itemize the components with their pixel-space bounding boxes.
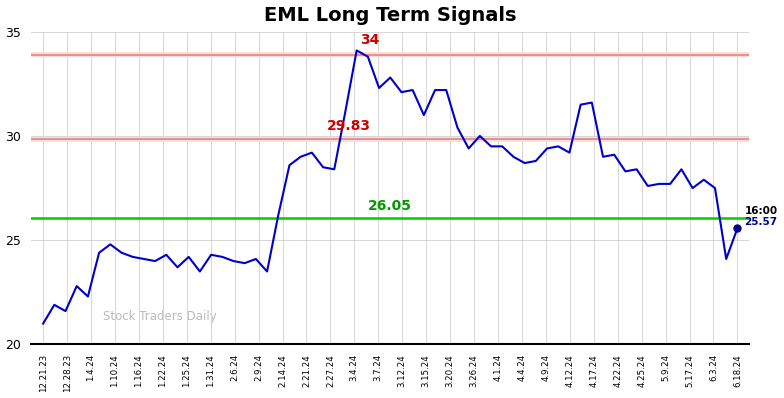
Text: Stock Traders Daily: Stock Traders Daily [103,310,216,322]
Text: 29.83: 29.83 [327,119,371,133]
Text: 34: 34 [360,33,379,47]
Bar [31,52,750,57]
Title: EML Long Term Signals: EML Long Term Signals [264,6,517,25]
Text: 26.05: 26.05 [368,199,412,213]
Text: 16:00: 16:00 [745,206,778,216]
Point [731,225,744,232]
Bar [31,137,750,142]
Text: 25.57: 25.57 [745,217,778,227]
